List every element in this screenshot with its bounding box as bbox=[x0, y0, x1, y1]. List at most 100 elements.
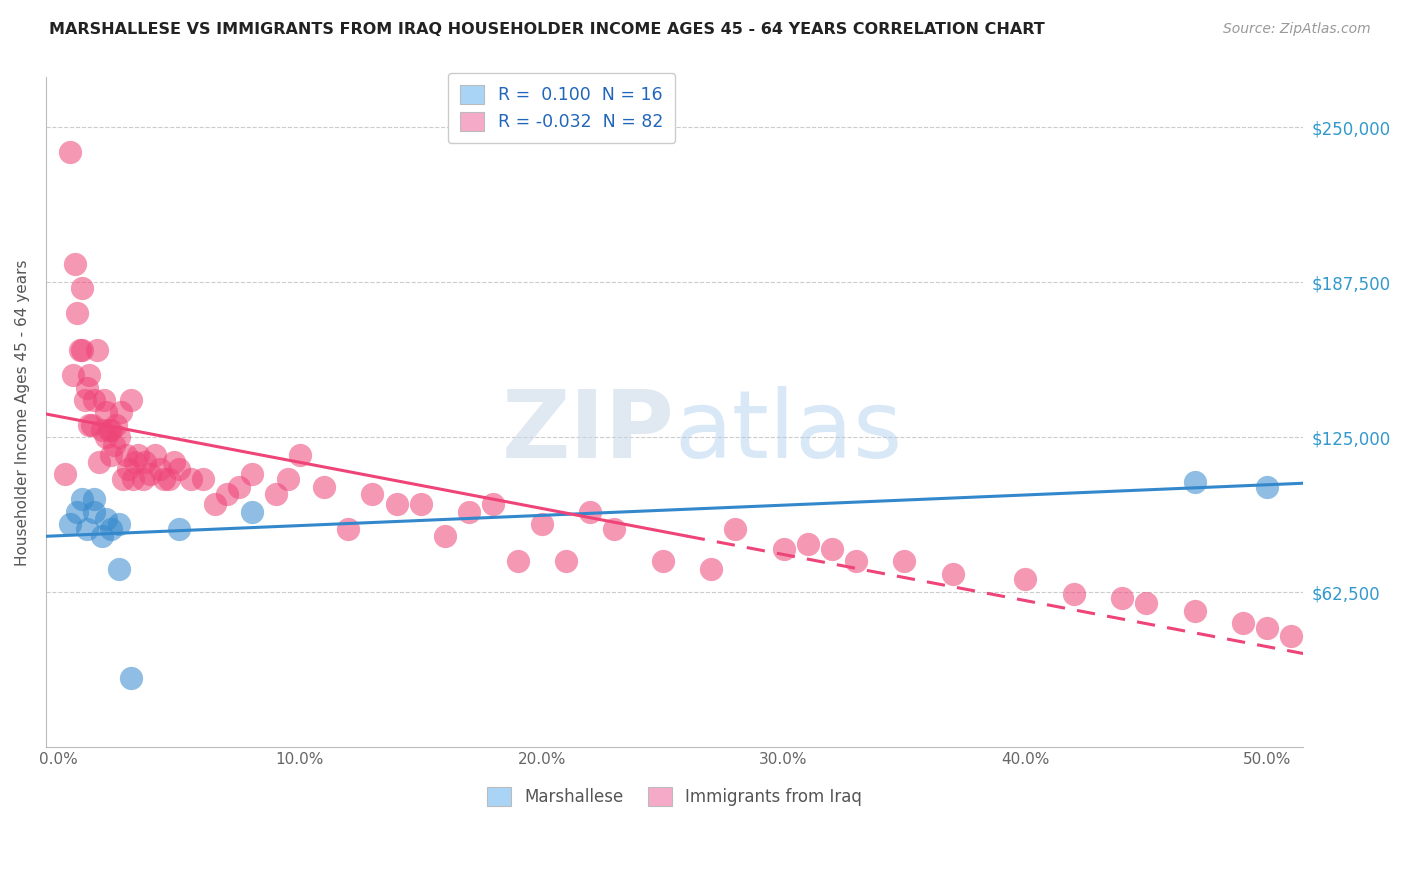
Point bbox=[114, 448, 136, 462]
Point bbox=[1184, 475, 1206, 489]
Point bbox=[506, 554, 529, 568]
Point bbox=[62, 368, 84, 383]
Point bbox=[143, 448, 166, 462]
Point bbox=[149, 462, 172, 476]
Point bbox=[110, 405, 132, 419]
Point bbox=[120, 671, 142, 685]
Point bbox=[96, 405, 118, 419]
Point bbox=[1063, 586, 1085, 600]
Point bbox=[361, 487, 384, 501]
Point bbox=[337, 522, 360, 536]
Point bbox=[312, 480, 335, 494]
Point bbox=[89, 455, 111, 469]
Point bbox=[603, 522, 626, 536]
Point bbox=[80, 417, 103, 432]
Point bbox=[180, 472, 202, 486]
Y-axis label: Householder Income Ages 45 - 64 years: Householder Income Ages 45 - 64 years bbox=[15, 260, 30, 566]
Point bbox=[821, 541, 844, 556]
Point bbox=[845, 554, 868, 568]
Point bbox=[942, 566, 965, 581]
Point bbox=[105, 417, 128, 432]
Point bbox=[217, 487, 239, 501]
Point bbox=[100, 448, 122, 462]
Point bbox=[103, 437, 125, 451]
Point bbox=[409, 497, 432, 511]
Point bbox=[73, 392, 96, 407]
Point bbox=[228, 480, 250, 494]
Point bbox=[153, 472, 176, 486]
Point bbox=[124, 455, 146, 469]
Point bbox=[1279, 629, 1302, 643]
Point bbox=[139, 467, 162, 482]
Point bbox=[100, 522, 122, 536]
Point bbox=[107, 516, 129, 531]
Point bbox=[277, 472, 299, 486]
Point bbox=[59, 516, 82, 531]
Point bbox=[1135, 596, 1157, 610]
Point bbox=[554, 554, 576, 568]
Point bbox=[76, 522, 98, 536]
Point bbox=[893, 554, 915, 568]
Point bbox=[107, 430, 129, 444]
Point bbox=[264, 487, 287, 501]
Point bbox=[240, 467, 263, 482]
Point bbox=[100, 423, 122, 437]
Point bbox=[167, 522, 190, 536]
Point bbox=[83, 492, 105, 507]
Point bbox=[167, 462, 190, 476]
Point bbox=[157, 472, 180, 486]
Point bbox=[112, 472, 135, 486]
Point bbox=[288, 448, 311, 462]
Point bbox=[97, 423, 120, 437]
Point bbox=[458, 505, 481, 519]
Point bbox=[1256, 621, 1278, 635]
Point bbox=[651, 554, 673, 568]
Point bbox=[93, 392, 115, 407]
Point bbox=[433, 529, 456, 543]
Point bbox=[59, 145, 82, 159]
Point bbox=[163, 455, 186, 469]
Point bbox=[482, 497, 505, 511]
Point bbox=[1014, 572, 1036, 586]
Point bbox=[204, 497, 226, 511]
Point bbox=[66, 505, 89, 519]
Point bbox=[66, 306, 89, 320]
Point bbox=[83, 505, 105, 519]
Point bbox=[579, 505, 602, 519]
Point bbox=[127, 448, 149, 462]
Point bbox=[796, 537, 818, 551]
Point bbox=[70, 281, 93, 295]
Point bbox=[131, 472, 153, 486]
Point bbox=[90, 423, 112, 437]
Point bbox=[1256, 480, 1278, 494]
Point bbox=[117, 462, 139, 476]
Point bbox=[1111, 591, 1133, 606]
Point bbox=[724, 522, 747, 536]
Point bbox=[240, 505, 263, 519]
Point bbox=[90, 529, 112, 543]
Point bbox=[385, 497, 408, 511]
Point bbox=[1232, 616, 1254, 631]
Point bbox=[63, 256, 86, 270]
Point bbox=[134, 455, 156, 469]
Point bbox=[79, 368, 101, 383]
Point bbox=[70, 343, 93, 358]
Point bbox=[83, 392, 105, 407]
Point bbox=[76, 381, 98, 395]
Text: ZIP: ZIP bbox=[502, 386, 675, 478]
Text: MARSHALLESE VS IMMIGRANTS FROM IRAQ HOUSEHOLDER INCOME AGES 45 - 64 YEARS CORREL: MARSHALLESE VS IMMIGRANTS FROM IRAQ HOUS… bbox=[49, 22, 1045, 37]
Point bbox=[1184, 604, 1206, 618]
Point bbox=[69, 343, 91, 358]
Point bbox=[96, 430, 118, 444]
Point bbox=[86, 343, 108, 358]
Point bbox=[772, 541, 794, 556]
Point bbox=[530, 516, 553, 531]
Point bbox=[122, 472, 145, 486]
Point bbox=[120, 392, 142, 407]
Legend: Marshallese, Immigrants from Iraq: Marshallese, Immigrants from Iraq bbox=[481, 780, 869, 813]
Point bbox=[79, 417, 101, 432]
Text: atlas: atlas bbox=[675, 386, 903, 478]
Point bbox=[700, 562, 723, 576]
Point bbox=[53, 467, 76, 482]
Text: Source: ZipAtlas.com: Source: ZipAtlas.com bbox=[1223, 22, 1371, 37]
